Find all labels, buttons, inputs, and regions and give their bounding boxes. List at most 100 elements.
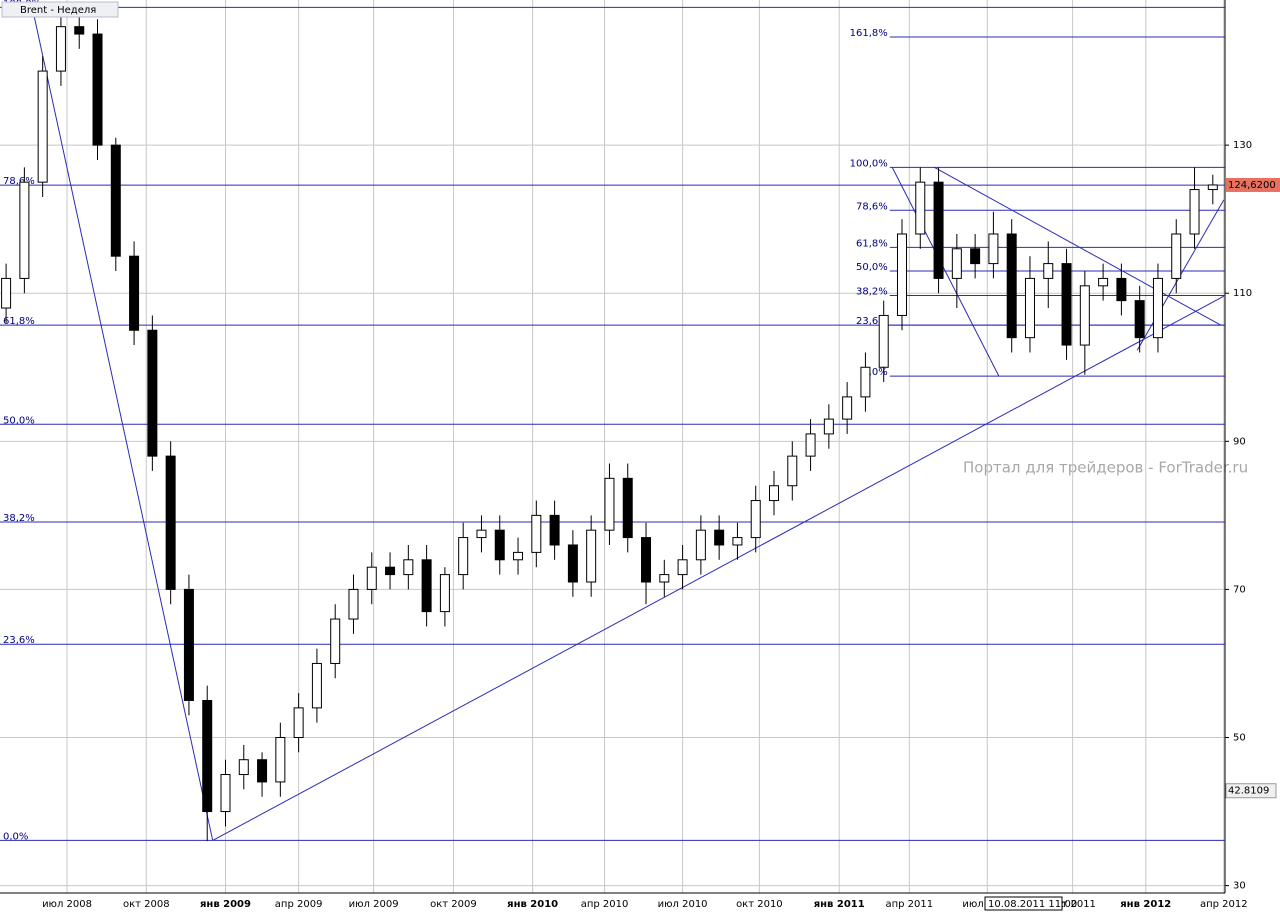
y-tick-label: 70 — [1233, 584, 1246, 595]
fib-label: 0,0% — [3, 831, 28, 842]
candle-body — [677, 559, 688, 576]
candle-body — [622, 477, 633, 539]
last-price-box — [1226, 177, 1280, 192]
candle-body — [988, 233, 999, 265]
fib-label: 50,0% — [3, 415, 35, 426]
candle-body — [129, 255, 140, 331]
last-price-label: 124,6200 — [1228, 180, 1276, 191]
x-tick-label: апр 2011 — [885, 899, 933, 910]
fib-label: 38,2% — [856, 286, 888, 297]
watermark: Портал для трейдеров - ForTrader.ru — [963, 459, 1248, 477]
x-tick-label: янв 2010 — [507, 899, 558, 910]
x-tick-label: июл 2010 — [658, 899, 708, 910]
marker-price-box — [1225, 783, 1277, 799]
candle-body — [110, 144, 121, 257]
candle-body — [366, 566, 377, 590]
title-box[interactable] — [1, 1, 119, 18]
candle-body — [823, 418, 834, 435]
candle-body — [74, 26, 85, 35]
candle-body — [385, 566, 396, 576]
candle-body — [878, 314, 889, 368]
cursor-box — [984, 896, 1063, 911]
fib-label: 61,8% — [856, 238, 888, 249]
candle-body — [842, 396, 853, 420]
candle-body — [1061, 263, 1072, 346]
candle-body — [933, 181, 944, 279]
x-tick-label: окт 2009 — [430, 899, 477, 910]
fib-label: 161,8% — [850, 28, 888, 39]
fib-label: 50,0% — [856, 262, 888, 273]
candle-body — [659, 574, 670, 583]
candle-body — [732, 537, 743, 546]
candle-body — [1043, 263, 1054, 279]
candle-body — [641, 537, 652, 583]
candle-body — [1152, 277, 1163, 339]
candle-body — [220, 774, 231, 813]
candle-body — [1098, 277, 1109, 287]
candle-body — [750, 500, 761, 539]
candle-body — [915, 181, 926, 235]
candle-body — [549, 514, 560, 546]
candle-body — [147, 329, 158, 457]
trendline — [934, 166, 1221, 326]
chart-title: Brent - Неделя — [20, 5, 96, 16]
y-tick-label: 50 — [1233, 733, 1246, 744]
x-tick-label: окт 2008 — [123, 899, 170, 910]
x-tick-label: апр 2010 — [581, 899, 629, 910]
candle-body — [1171, 233, 1182, 279]
candle-body — [769, 485, 780, 502]
candle-body — [330, 618, 341, 664]
candle-body — [1024, 277, 1035, 339]
candle-body — [37, 70, 48, 183]
candle-body — [513, 551, 524, 561]
candle-body — [403, 559, 414, 576]
candle-body — [604, 477, 615, 531]
candle-body — [165, 455, 176, 590]
cursor-label: 10.08.2011 11:00 — [988, 899, 1077, 910]
candle-body — [92, 33, 103, 146]
candle-body — [1079, 285, 1090, 346]
candle-body — [348, 588, 359, 620]
fib-label: 100,0% — [850, 158, 888, 169]
fib-label: 38,2% — [3, 513, 35, 524]
x-tick-label: апр 2009 — [275, 899, 323, 910]
x-tick-label: окт 2011 — [1049, 899, 1096, 910]
x-tick-label: янв 2011 — [814, 899, 865, 910]
y-tick-label: 130 — [1233, 140, 1252, 151]
x-tick-label: окт 2010 — [736, 899, 783, 910]
candle-body — [860, 366, 871, 398]
fib-label: 78,6% — [856, 201, 888, 212]
candle-body — [1006, 233, 1017, 339]
x-tick-label: янв 2009 — [200, 899, 251, 910]
marker-price-label: 42.8109 — [1228, 786, 1269, 797]
y-tick-label: 110 — [1233, 288, 1252, 299]
candle-body — [896, 233, 907, 316]
candle-body — [421, 559, 432, 613]
candle-body — [293, 707, 304, 739]
candle-body — [567, 544, 578, 583]
fib-label: 0,0% — [862, 367, 887, 378]
candle-body — [257, 759, 268, 783]
fib-label: 23,6% — [856, 316, 888, 327]
candle-body — [183, 588, 194, 701]
candle-body — [586, 529, 597, 583]
y-tick-label: 30 — [1233, 881, 1246, 892]
trendline — [32, 10, 214, 841]
candle-body — [1207, 184, 1218, 191]
candle-body — [439, 574, 450, 613]
x-tick-label: июл 2009 — [349, 899, 399, 910]
candle-body — [476, 529, 487, 539]
x-tick-label: янв 2012 — [1120, 899, 1171, 910]
candle-body — [1116, 277, 1127, 302]
candle-body — [55, 26, 66, 72]
candle-body — [714, 529, 725, 546]
x-tick-label: июл 2008 — [42, 899, 92, 910]
fib-label: 78,6% — [3, 176, 35, 187]
y-tick-label: 90 — [1233, 436, 1246, 447]
candle-body — [1134, 300, 1145, 339]
candle-body — [202, 699, 213, 813]
fib-label: 61,8% — [3, 316, 35, 327]
candle-body — [787, 455, 798, 487]
